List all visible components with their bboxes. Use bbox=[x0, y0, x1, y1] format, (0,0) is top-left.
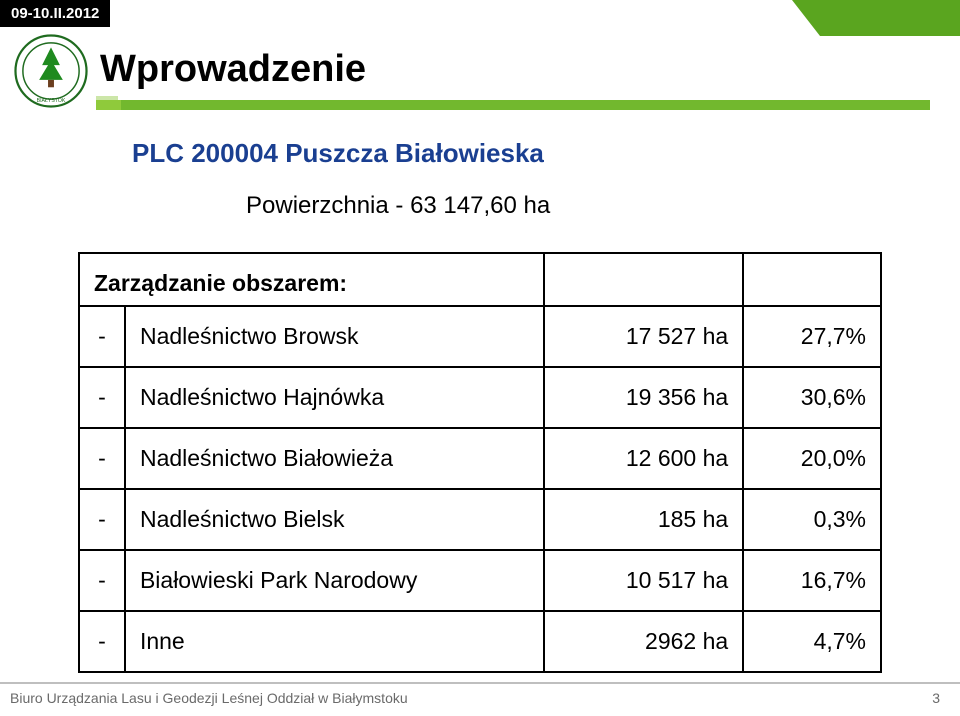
table-header-row: Zarządzanie obszarem: bbox=[79, 253, 881, 306]
cell-value: 2962 ha bbox=[544, 611, 743, 672]
footer-divider bbox=[0, 682, 960, 684]
page-number: 3 bbox=[932, 690, 940, 706]
cell-dash: - bbox=[79, 306, 125, 367]
footer-text: Biuro Urządzania Lasu i Geodezji Leśnej … bbox=[10, 690, 408, 706]
footer: Biuro Urządzania Lasu i Geodezji Leśnej … bbox=[0, 682, 960, 716]
cell-value: 17 527 ha bbox=[544, 306, 743, 367]
cell-dash: - bbox=[79, 611, 125, 672]
subtitle: PLC 200004 Puszcza Białowieska bbox=[132, 138, 544, 169]
cell-pct: 0,3% bbox=[743, 489, 881, 550]
table-row: - Nadleśnictwo Białowieża 12 600 ha 20,0… bbox=[79, 428, 881, 489]
table-row: - Nadleśnictwo Bielsk 185 ha 0,3% bbox=[79, 489, 881, 550]
cell-name: Nadleśnictwo Białowieża bbox=[125, 428, 544, 489]
cell-pct: 20,0% bbox=[743, 428, 881, 489]
table-row: - Nadleśnictwo Hajnówka 19 356 ha 30,6% bbox=[79, 367, 881, 428]
table-header-empty-value bbox=[544, 253, 743, 306]
cell-dash: - bbox=[79, 428, 125, 489]
table-header-empty-pct bbox=[743, 253, 881, 306]
cell-value: 10 517 ha bbox=[544, 550, 743, 611]
slide: 09-10.II.2012 BIAŁYSTOK Wprowadzenie PLC… bbox=[0, 0, 960, 716]
svg-text:BIAŁYSTOK: BIAŁYSTOK bbox=[37, 98, 66, 104]
forestry-logo-icon: BIAŁYSTOK bbox=[14, 34, 88, 108]
cell-dash: - bbox=[79, 489, 125, 550]
cell-name: Białowieski Park Narodowy bbox=[125, 550, 544, 611]
corner-accent bbox=[820, 0, 960, 36]
cell-pct: 30,6% bbox=[743, 367, 881, 428]
cell-pct: 27,7% bbox=[743, 306, 881, 367]
area-line: Powierzchnia - 63 147,60 ha bbox=[246, 192, 550, 220]
cell-value: 19 356 ha bbox=[544, 367, 743, 428]
table-row: - Białowieski Park Narodowy 10 517 ha 16… bbox=[79, 550, 881, 611]
date-tab: 09-10.II.2012 bbox=[0, 0, 110, 27]
cell-value: 12 600 ha bbox=[544, 428, 743, 489]
cell-value: 185 ha bbox=[544, 489, 743, 550]
table-row: - Nadleśnictwo Browsk 17 527 ha 27,7% bbox=[79, 306, 881, 367]
page-title: Wprowadzenie bbox=[100, 48, 366, 91]
table-header-label: Zarządzanie obszarem: bbox=[79, 253, 544, 306]
cell-name: Nadleśnictwo Bielsk bbox=[125, 489, 544, 550]
management-table: Zarządzanie obszarem: - Nadleśnictwo Bro… bbox=[78, 252, 882, 673]
cell-name: Nadleśnictwo Hajnówka bbox=[125, 367, 544, 428]
cell-pct: 16,7% bbox=[743, 550, 881, 611]
title-underline bbox=[96, 100, 930, 110]
logo-badge: BIAŁYSTOK bbox=[14, 34, 88, 108]
cell-dash: - bbox=[79, 367, 125, 428]
cell-name: Nadleśnictwo Browsk bbox=[125, 306, 544, 367]
cell-pct: 4,7% bbox=[743, 611, 881, 672]
table-row: - Inne 2962 ha 4,7% bbox=[79, 611, 881, 672]
cell-name: Inne bbox=[125, 611, 544, 672]
cell-dash: - bbox=[79, 550, 125, 611]
